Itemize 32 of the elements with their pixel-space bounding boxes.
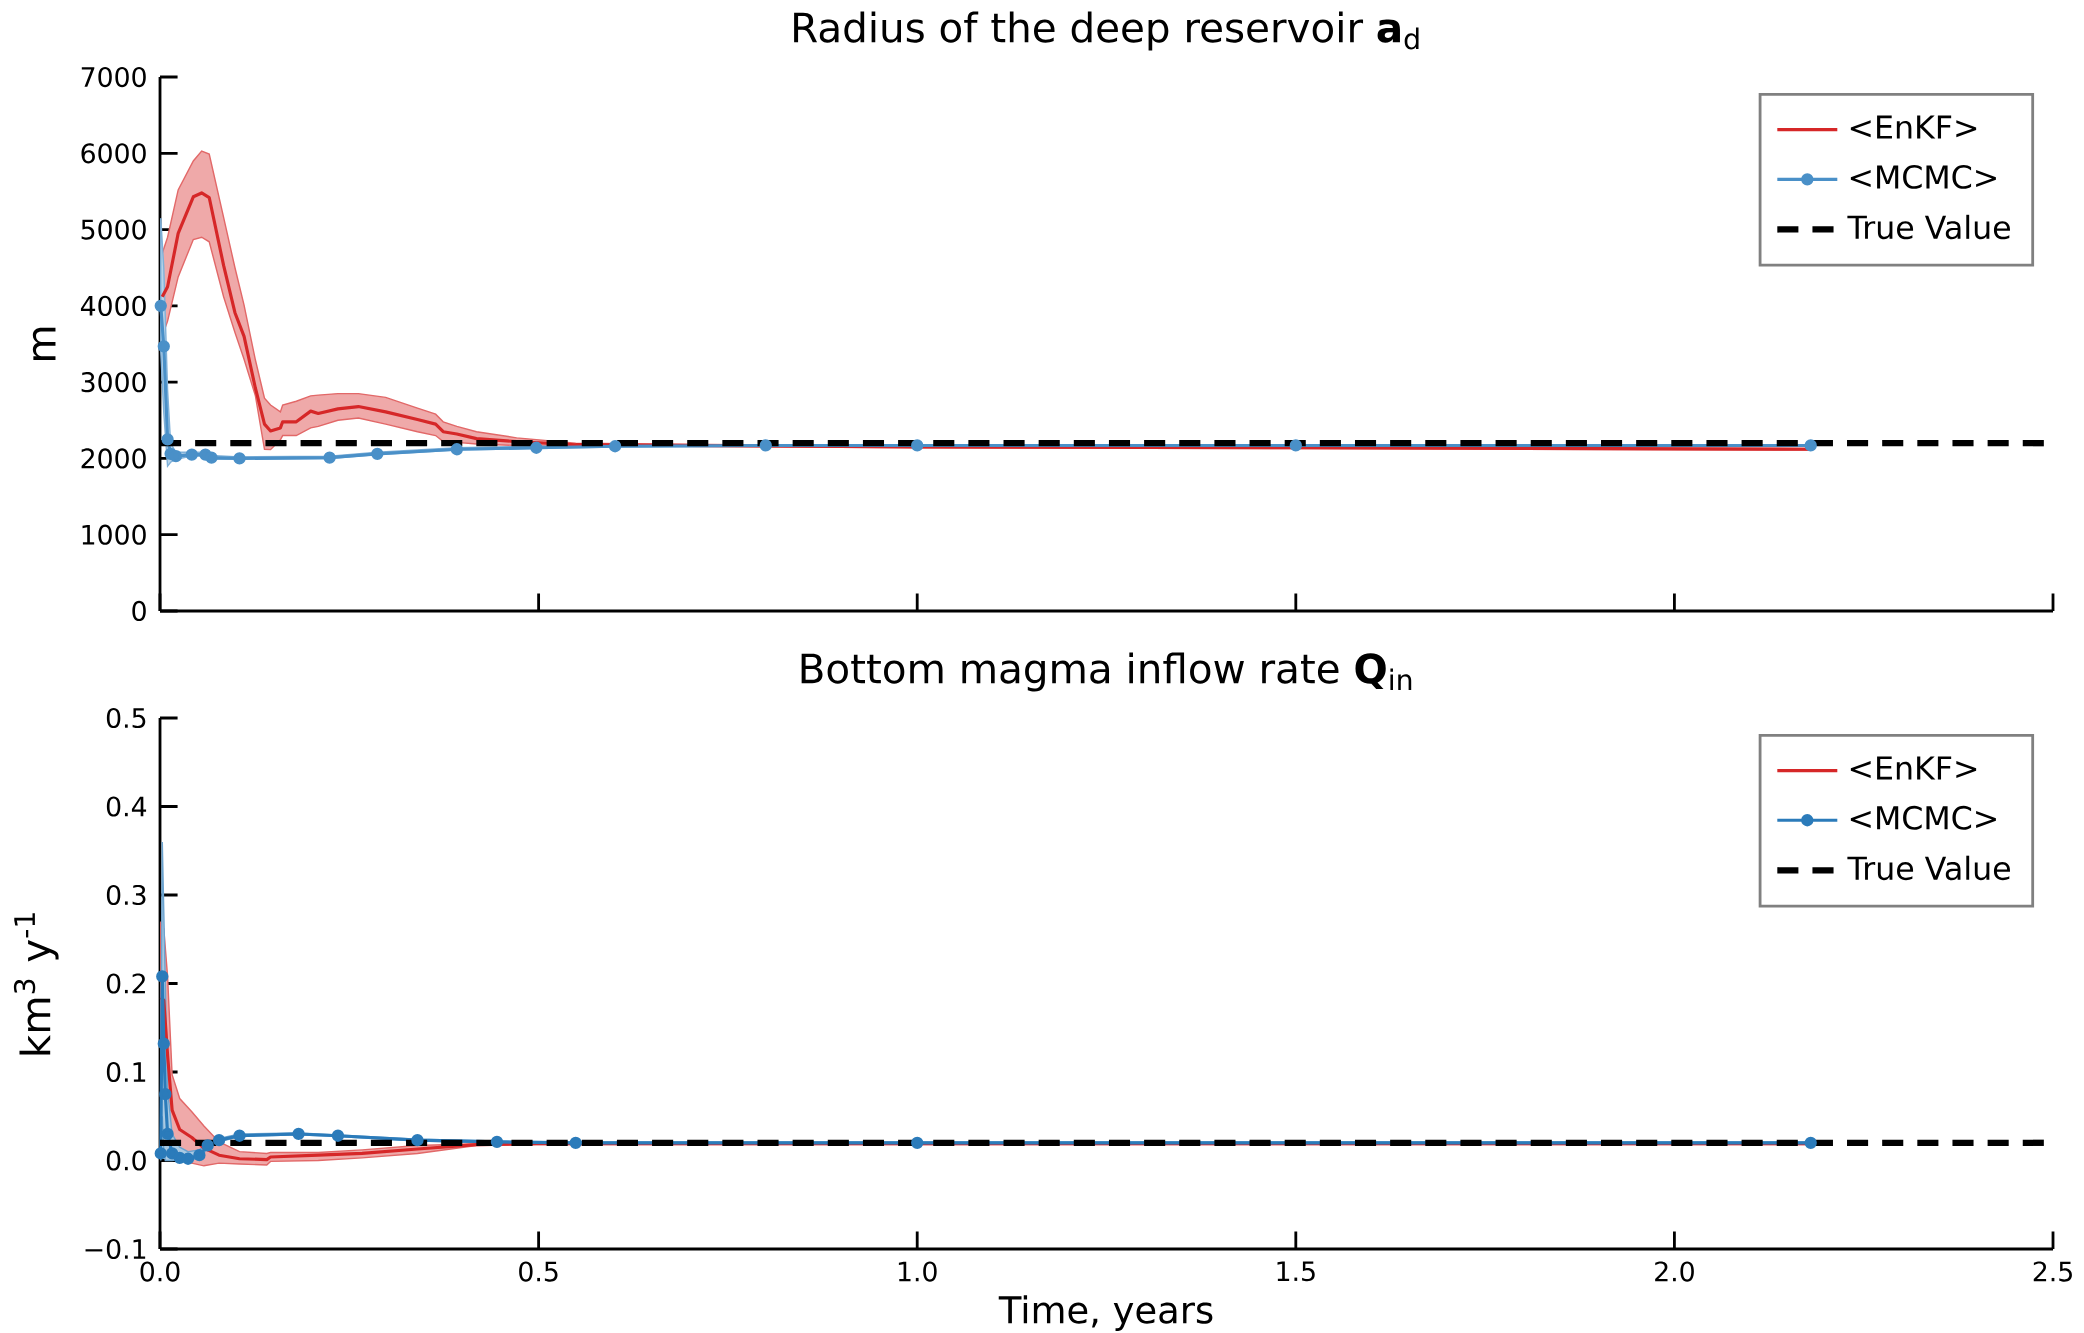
y-tick-label: 0.2: [106, 973, 145, 994]
y-tick-label: 5000: [81, 219, 146, 240]
x-tick-label: 2.5: [2033, 1261, 2072, 1282]
x-tick-label: 2.0: [1655, 1261, 1694, 1282]
y-tick-label: 7000: [81, 66, 146, 88]
y-tick-label: 0.5: [106, 707, 146, 729]
y-tick-label: 4000: [80, 295, 146, 316]
x-tick-label: 1.5: [1277, 1261, 1315, 1282]
y-tick-label: 2000: [81, 448, 146, 469]
legend-label: True Value: [1847, 855, 2010, 881]
y-tick-label: 3000: [81, 372, 146, 393]
x-tick-label: 1.0: [898, 1261, 937, 1282]
y-tick-label: 0.4: [106, 796, 147, 817]
chart-title: Radius of the deep reservoir a$_{d}$: [794, 11, 1419, 51]
x-tick-label: 0.5: [519, 1261, 558, 1282]
chart-title: Bottom magma inflow rate Q$_{in}$: [801, 652, 1412, 692]
legend-label: True Value: [1847, 214, 2010, 240]
y-tick-label: 0.3: [106, 884, 146, 906]
legend-label: <EnKF>: [1850, 756, 1977, 780]
y-tick-label: 0.1: [106, 1061, 146, 1083]
y-tick-label: 0: [132, 600, 146, 622]
legend-label: <EnKF>: [1850, 115, 1977, 139]
x-axis-title: Time, years: [998, 1295, 1213, 1331]
y-tick-label: 1000: [82, 524, 146, 545]
y-axis-title: m: [32, 327, 56, 360]
y-tick-label: −0.1: [85, 1238, 146, 1260]
y-tick-label: 0.0: [106, 1150, 146, 1171]
x-tick-label: 0.0: [140, 1261, 180, 1282]
y-tick-label: 6000: [81, 143, 146, 164]
y-axis-title: km$^{3}$ y$^{-1}$: [13, 913, 59, 1055]
legend-label: <MCMC>: [1850, 164, 1996, 189]
legend-label: <MCMC>: [1850, 805, 1996, 830]
